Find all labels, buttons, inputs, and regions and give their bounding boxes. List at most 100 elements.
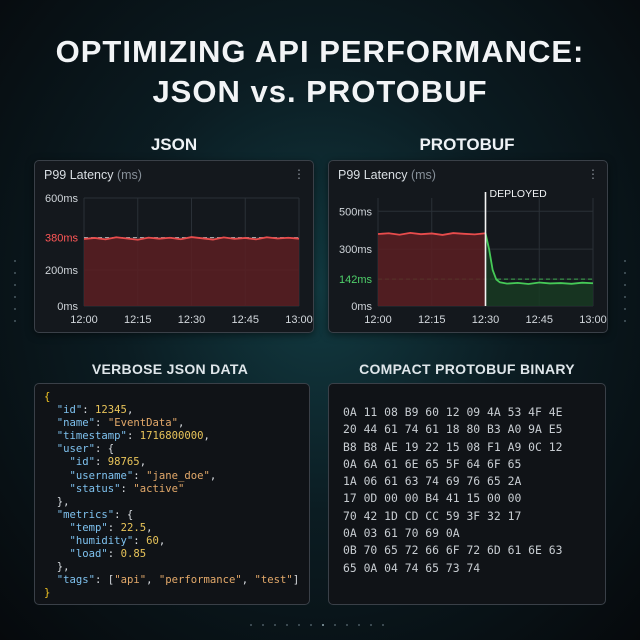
x-tick-label: 12:15 [418,314,446,326]
x-tick-label: 12:00 [70,314,98,326]
code-line: "load": 0.85 [44,548,309,561]
code-line: "tags": ["api", "performance", "test"] [44,574,309,587]
code-line: }, [44,496,309,509]
x-tick-label: 12:45 [231,314,259,326]
y-tick-label: 200ms [45,265,79,277]
protobuf-column-heading: PROTOBUF [419,135,515,154]
json-code-block: { "id": 12345, "name": "EventData", "tim… [44,391,309,601]
code-token: "username" [69,469,134,482]
code-token [44,404,57,416]
hex-line: 0A 03 61 70 69 0A [343,526,460,541]
code-token: : [120,482,134,495]
code-token: 98765 [107,456,140,469]
code-token: "id" [69,456,96,469]
code-token: }, [44,561,70,574]
code-token: : [ [95,574,115,587]
y-tick-label: 500ms [339,206,373,218]
series-line-before [377,231,486,236]
code-line: } [44,587,309,600]
protobuf-chart-title-text: P99 Latency [338,168,408,182]
code-line: }, [44,561,309,574]
code-token: 0.85 [120,548,147,561]
code-token: , [126,404,134,417]
page-subtitle: JSON vs. PROTOBUF [152,74,488,109]
series-area-fill-before [378,232,486,306]
code-line: "username": "jane_doe", [44,470,309,483]
code-token: 1716800000 [139,430,204,443]
code-token [44,535,70,547]
x-tick-label: 12:30 [472,314,500,326]
code-token: : { [95,443,115,456]
hex-line: 20 44 61 74 61 18 80 B3 A0 9A E5 [343,422,563,437]
json-code-panel: { "id": 12345, "name": "EventData", "tim… [34,383,310,605]
json-latency-chart: 12:00 12:15 12:30 12:45 13:00 600ms 380ms 200ms… [45,193,313,326]
kebab-menu-icon[interactable]: ⋮ [587,167,599,181]
hex-line: 0B 70 65 72 66 6F 72 6D 61 6E 63 [343,543,563,558]
json-data-heading: VERBOSE JSON DATA [91,361,249,377]
code-token: "jane_doe" [146,469,210,482]
hex-line: 1A 06 61 63 74 69 76 65 2A [343,474,522,489]
code-line: { [44,391,309,404]
code-token: , [139,456,147,469]
code-token: : [126,430,140,443]
code-token: : [107,548,121,561]
protobuf-data-heading: COMPACT PROTOBUF BINARY [359,361,575,377]
code-token: "performance" [158,574,242,587]
hex-line: 70 42 1D CD CC 59 3F 32 17 [343,508,522,523]
code-token: : [107,521,121,534]
code-token: 22.5 [120,521,147,534]
deployed-marker-label: DEPLOYED [490,188,548,200]
code-line: "metrics": { [44,509,309,522]
code-line: "status": "active" [44,483,309,496]
code-token [44,483,70,495]
protobuf-hex-block: 0A 11 08 B9 60 12 09 4A 53 4F 4E 20 44 61… [343,404,605,577]
code-token: { [44,391,51,403]
code-token [44,430,57,442]
x-tick-label: 12:15 [124,314,152,326]
protobuf-latency-chart: 12:00 12:15 12:30 12:45 13:00 500ms 300ms 142ms… [339,188,607,326]
x-tick-label: 12:30 [178,314,206,326]
json-chart-title-text: P99 Latency [44,168,114,182]
hex-line: 0A 6A 61 6E 65 5F 64 6F 65 [343,456,522,471]
code-token: "name" [56,417,96,430]
code-token: , [158,535,166,548]
code-token [44,470,70,482]
code-line: "id": 12345, [44,404,309,417]
hex-line: B8 B8 AE 19 22 15 08 F1 A9 0C 12 [343,439,563,454]
code-token: }, [44,495,70,508]
kebab-menu-icon[interactable]: ⋮ [293,167,305,181]
code-token: "temp" [69,521,108,534]
json-chart-unit: (ms) [116,168,142,182]
json-column-heading: JSON [150,135,198,154]
code-token: } [44,587,51,600]
series-line [83,236,300,241]
code-line: "name": "EventData", [44,417,309,430]
code-token: "test" [254,574,293,587]
json-chart-title: P99 Latency (ms) [44,168,142,182]
series-area-fill [84,237,299,306]
code-token: "active" [133,482,185,495]
code-token: "status" [69,482,121,495]
code-line: "timestamp": 1716800000, [44,430,309,443]
series-area-fill-after [485,233,593,306]
hex-line: 65 0A 04 74 65 73 74 [343,560,481,575]
x-tick-label: 13:00 [579,314,607,326]
x-tick-label: 12:00 [364,314,392,326]
code-token: , [177,417,185,430]
code-token: : [95,417,108,430]
protobuf-latency-chart-panel: P99 Latency (ms) ⋮ 12:00 12:15 12:30 12:45 1… [328,160,608,333]
code-line: "humidity": 60, [44,535,309,548]
code-token: "load" [69,548,108,561]
code-token: : { [114,508,134,521]
code-token: "tags" [56,574,96,587]
code-token: "api" [114,574,147,587]
code-token: , [146,521,153,534]
code-token: : [133,535,147,548]
hex-line: 0A 11 08 B9 60 12 09 4A 53 4F 4E [343,405,563,419]
code-token: , [146,574,159,587]
json-latency-chart-panel: P99 Latency (ms) ⋮ 12:00 12:15 12:30 12:45 1… [34,160,314,333]
code-token: : [82,404,96,417]
protobuf-chart-title: P99 Latency (ms) [338,168,436,182]
y-tick-label: 300ms [339,244,373,256]
protobuf-hex-panel: 0A 11 08 B9 60 12 09 4A 53 4F 4E 20 44 61… [328,383,606,605]
